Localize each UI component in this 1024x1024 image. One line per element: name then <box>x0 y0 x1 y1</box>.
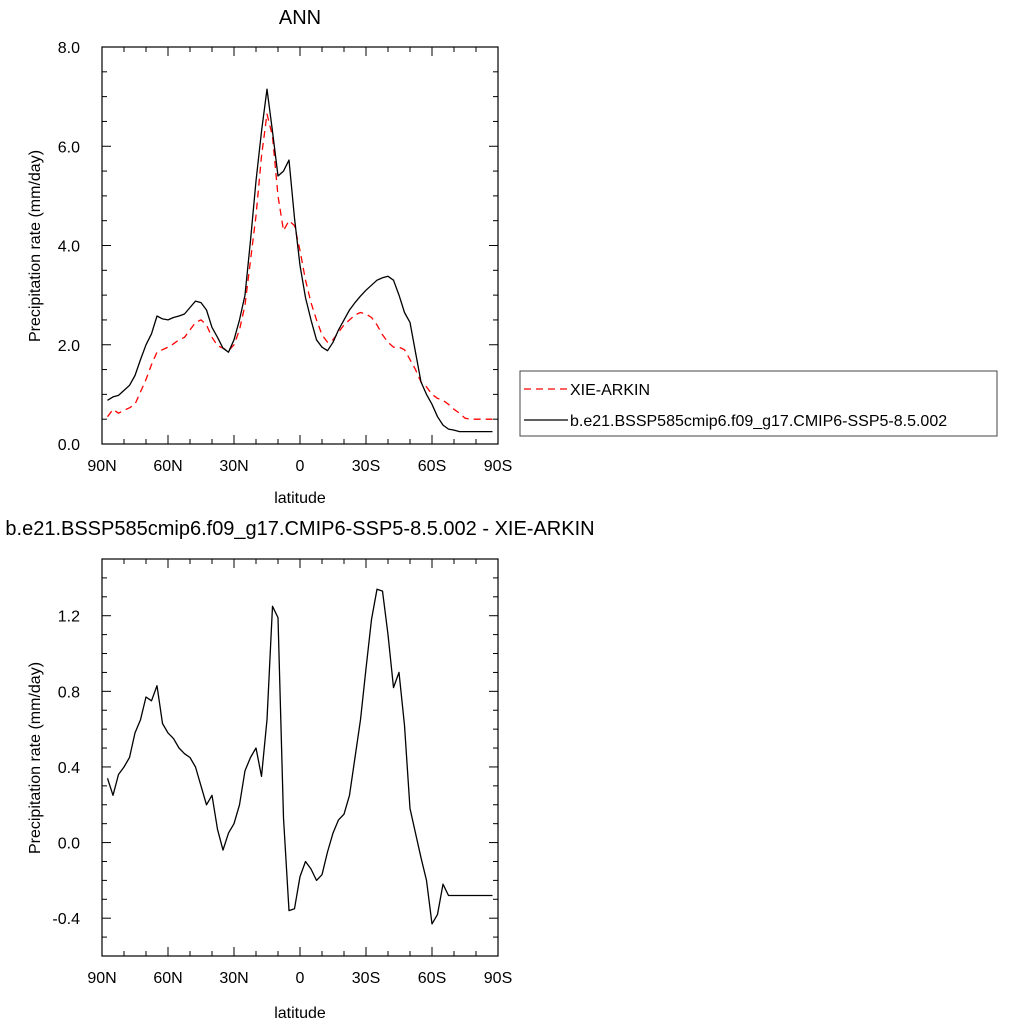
top-panel-tick-labels: 90N 60N 30N 0 30S 60S 90S 0.0 2.0 4.0 6.0 8.0 <box>58 40 512 475</box>
y-tick-label: 2.0 <box>58 338 80 355</box>
top-panel: ANN Precipitation rate (mm/day) latitude… <box>27 7 512 507</box>
top-panel-x-axis-label: latitude <box>274 490 326 507</box>
series-line-0-0 <box>106 113 493 420</box>
x-tick-label: 0 <box>296 970 305 987</box>
x-tick-label: 60S <box>418 458 446 475</box>
bottom-panel-plot-area <box>106 588 493 925</box>
y-tick-label: 0.4 <box>58 760 80 777</box>
bottom-panel-ticks <box>101 558 499 957</box>
x-tick-label: 60N <box>153 970 182 987</box>
series-line-0-1 <box>107 88 493 433</box>
bottom-panel: b.e21.BSSP585cmip6.f09_g17.CMIP6-SSP5-8.… <box>5 518 594 1022</box>
bottom-panel-title: b.e21.BSSP585cmip6.f09_g17.CMIP6-SSP5-8.… <box>5 518 594 540</box>
legend: XIE-ARKIN b.e21.BSSP585cmip6.f09_g17.CMI… <box>519 370 998 437</box>
y-tick-label: 8.0 <box>58 40 80 57</box>
y-tick-label: 0.0 <box>58 836 80 853</box>
y-tick-label: 0.8 <box>58 684 80 701</box>
x-tick-label: 60N <box>153 458 182 475</box>
legend-label-model: b.e21.BSSP585cmip6.f09_g17.CMIP6-SSP5-8.… <box>570 413 947 430</box>
x-tick-label: 30N <box>219 970 248 987</box>
top-panel-title: ANN <box>279 7 321 29</box>
bottom-panel-frame <box>101 558 499 957</box>
y-tick-label: 4.0 <box>58 239 80 256</box>
x-tick-label: 0 <box>296 458 305 475</box>
top-panel-y-axis-label: Precipitation rate (mm/day) <box>27 150 44 342</box>
x-tick-label: 90N <box>87 458 116 475</box>
x-tick-label: 60S <box>418 970 446 987</box>
y-tick-label: 0.0 <box>58 437 80 454</box>
y-tick-label: 6.0 <box>58 139 80 156</box>
top-panel-ticks <box>101 46 499 445</box>
series-line-1-0 <box>106 588 493 925</box>
x-tick-label: 90N <box>87 970 116 987</box>
legend-box <box>519 370 998 437</box>
y-tick-label: -0.4 <box>52 911 80 928</box>
x-tick-label: 90S <box>484 458 512 475</box>
x-tick-label: 90S <box>484 970 512 987</box>
x-tick-label: 30S <box>352 970 380 987</box>
top-panel-ylabel-wrap: Precipitation rate (mm/day) <box>27 150 44 342</box>
top-panel-plot-area <box>106 88 493 433</box>
bottom-panel-y-axis-label: Precipitation rate (mm/day) <box>27 662 44 854</box>
y-tick-label: 1.2 <box>58 609 80 626</box>
bottom-panel-x-axis-label: latitude <box>274 1005 326 1022</box>
bottom-panel-tick-labels: 90N 60N 30N 0 30S 60S 90S -0.4 0.0 0.4 0.8 1.2 <box>52 609 512 987</box>
legend-label-xie-arkin: XIE-ARKIN <box>570 382 650 399</box>
top-panel-frame <box>101 46 499 445</box>
x-tick-label: 30S <box>352 458 380 475</box>
x-tick-label: 30N <box>219 458 248 475</box>
